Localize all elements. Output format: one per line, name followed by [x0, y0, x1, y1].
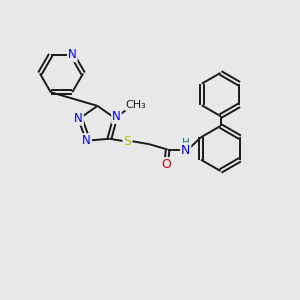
Text: N: N [74, 112, 83, 124]
Text: N: N [82, 134, 91, 147]
Text: O: O [161, 158, 171, 171]
Text: CH₃: CH₃ [126, 100, 146, 110]
Text: H: H [182, 138, 190, 148]
Text: S: S [124, 135, 131, 148]
Text: N: N [181, 144, 190, 157]
Text: N: N [68, 48, 77, 61]
Text: N: N [112, 110, 121, 123]
